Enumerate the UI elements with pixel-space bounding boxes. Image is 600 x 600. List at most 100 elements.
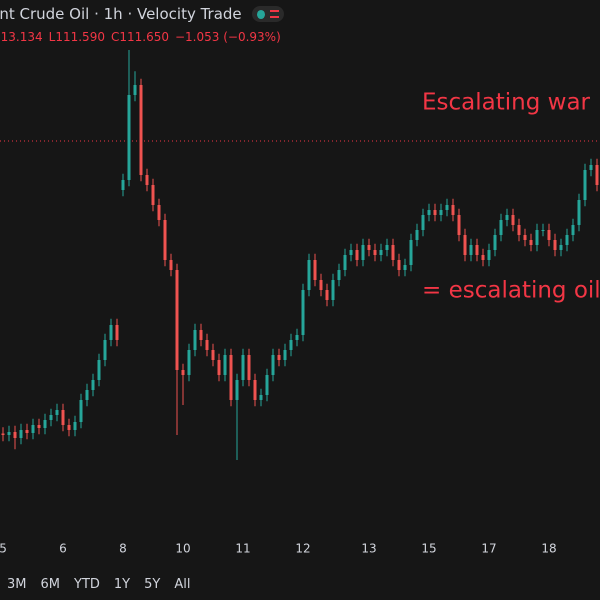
x-tick-label: 11 — [235, 542, 250, 556]
candle-body — [37, 425, 41, 428]
candle-body — [529, 240, 533, 245]
candle-body — [403, 265, 407, 270]
candle-body — [565, 235, 569, 245]
candle-body — [499, 220, 503, 235]
candle-body — [397, 260, 401, 270]
annotation: Escalating war — [422, 90, 591, 116]
candle-body — [349, 250, 353, 255]
candle-body — [415, 230, 419, 240]
candle-body — [457, 215, 461, 235]
candle-body — [253, 380, 257, 400]
candle-body — [127, 95, 131, 180]
candle-body — [163, 220, 167, 260]
candle-body — [43, 420, 47, 428]
candle-body — [373, 250, 377, 255]
candle-body — [25, 430, 29, 433]
symbol-title: Brent Crude Oil · 1h · Velocity Trade — [0, 5, 242, 23]
candle-body — [121, 180, 125, 190]
candle-body — [187, 350, 191, 375]
candle-body — [199, 330, 203, 340]
x-tick-label: 5 — [0, 542, 7, 556]
market-open-dot — [256, 9, 265, 19]
candle-body — [229, 355, 233, 400]
x-tick-label: 8 — [119, 542, 127, 556]
x-tick-label: 12 — [295, 542, 310, 556]
ohlc-value: L111.590 — [48, 30, 105, 44]
candle-body — [463, 235, 467, 255]
candle-body — [241, 355, 245, 380]
range-button[interactable]: 6M — [40, 577, 61, 592]
candle-body — [439, 210, 443, 215]
header: Brent Crude Oil · 1h · Velocity Trade — [0, 5, 284, 23]
candle-body — [31, 425, 35, 433]
candle-body — [259, 395, 263, 400]
candle-body — [337, 270, 341, 280]
range-button[interactable]: 3M — [7, 577, 27, 592]
candle-body — [247, 355, 251, 380]
x-tick-label: 10 — [175, 542, 190, 556]
candle-body — [79, 400, 83, 422]
candle-body — [547, 230, 551, 240]
candle-body — [367, 245, 371, 250]
x-tick-label: 15 — [421, 542, 436, 556]
candle-body — [595, 165, 599, 185]
candle-body — [427, 210, 431, 215]
candle-body — [589, 165, 593, 170]
candle-body — [391, 245, 395, 260]
candle-body — [49, 415, 53, 420]
candle-body — [67, 425, 71, 430]
candle-body — [211, 350, 215, 360]
candle-body — [493, 235, 497, 250]
candle-body — [583, 170, 587, 200]
candle-body — [487, 250, 491, 260]
x-tick-label: 17 — [481, 542, 496, 556]
range-button[interactable]: All — [174, 577, 191, 592]
candle-body — [271, 355, 275, 375]
candle-body — [517, 225, 521, 235]
candle-body — [115, 325, 119, 340]
candle-body — [19, 430, 23, 438]
ohlc-value: −1.053 (−0.93%) — [174, 30, 281, 44]
candle-body — [325, 290, 329, 300]
x-tick-label: 18 — [541, 542, 556, 556]
candle-body — [145, 175, 149, 185]
candle-body — [205, 340, 209, 350]
status-icons[interactable] — [251, 6, 284, 22]
candle-body — [445, 205, 449, 210]
candle-body — [469, 245, 473, 255]
range-button[interactable]: 1Y — [113, 577, 131, 592]
candle-body — [97, 360, 101, 380]
candle-body — [157, 205, 161, 220]
candle-body — [313, 260, 317, 280]
ohlc-readout: H113.134 L111.590 C111.650 −1.053 (−0.93%) — [0, 30, 281, 44]
candle-body — [481, 255, 485, 260]
ohlc-value: C111.650 — [110, 30, 169, 44]
candle-body — [343, 255, 347, 270]
candle-body — [151, 185, 155, 205]
candle-body — [535, 230, 539, 245]
candle-body — [109, 325, 113, 340]
candle-body — [451, 205, 455, 215]
candle-body — [235, 380, 239, 400]
candle-body — [289, 340, 293, 350]
candle-body — [295, 335, 299, 340]
candle-body — [409, 240, 413, 265]
candle-body — [133, 85, 137, 95]
range-button[interactable]: YTD — [74, 577, 100, 592]
candle-body — [91, 380, 95, 390]
candle-body — [301, 290, 305, 335]
candle-body — [13, 432, 17, 438]
candle-body — [361, 245, 365, 260]
candle-body — [7, 432, 11, 435]
range-button[interactable]: 5Y — [144, 577, 161, 592]
candle-body — [223, 355, 227, 375]
candle-body — [85, 390, 89, 400]
x-tick-label: 6 — [59, 542, 67, 556]
candle-body — [379, 250, 383, 255]
candle-body — [355, 250, 359, 260]
candle-body — [61, 410, 65, 425]
candle-body — [277, 355, 281, 360]
x-tick-label: 13 — [361, 542, 376, 556]
